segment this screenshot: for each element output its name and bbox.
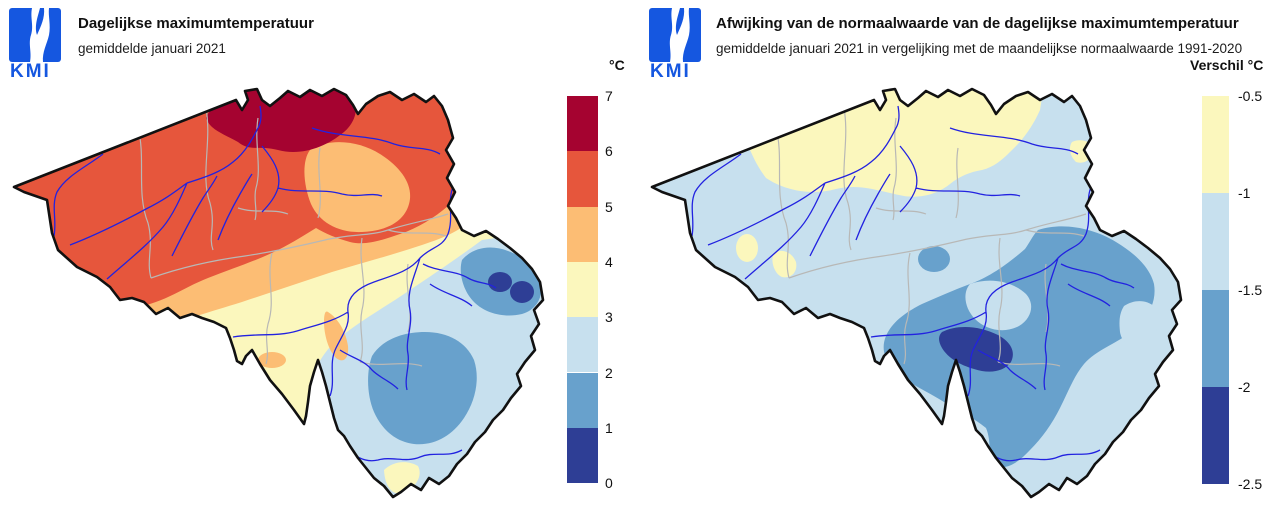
region-yellow-patch-west [736,234,758,262]
region-kempen-4-5 [304,142,411,233]
kmi-logo: KMI [8,8,68,82]
legend-swatch-2-3 [567,317,598,373]
region-coldspot-0-1 [488,272,512,292]
legend-tick: 4 [605,253,613,270]
legend-tick: 7 [605,88,613,104]
legend-swatch-minus1 [1202,193,1229,290]
right-map-title: Afwijking van de normaalwaarde van de da… [716,15,1239,32]
legend-tick: 1 [605,419,613,436]
left-map-title: Dagelijkse maximumtemperatuur [78,15,314,32]
logo-wave-right [674,8,690,62]
legend-tick: -0.5 [1238,88,1263,104]
right-map-subtitle: gemiddelde januari 2021 in vergelijking … [716,41,1243,56]
region-coldspot-east-0-1 [510,281,534,303]
region-yellow-patch-hainaut [772,250,797,278]
kmi-logo-mark [649,8,701,62]
legend-swatch-1-2 [567,372,598,428]
legend-swatch-minus2 [1202,387,1229,484]
legend-swatch-4-5 [567,206,598,262]
map-left [12,87,545,499]
region-east-lighter [1119,301,1160,347]
legend-swatch-0-1 [567,427,598,484]
right-legend-unit: Verschil °C [1190,57,1264,73]
legend-swatch-minus1.5 [1202,290,1229,387]
region-meuse-valley-4-5 [324,311,349,361]
kmi-logo-mark [9,8,61,62]
legend-swatch-3-4 [567,261,598,318]
left-legend: 7 6 5 4 3 2 1 0 [567,88,637,496]
logo-wave-right [34,8,50,62]
legend-tick: -1 [1238,185,1251,201]
region-southwest-spot-4-5 [258,352,286,368]
region-ardennes-1-2 [368,332,477,445]
rivers [691,105,1135,462]
region-blue-west-spot [824,342,850,362]
legend-tick: -2.5 [1238,476,1263,492]
region-border-sliver-2-3 [241,385,269,397]
region-blue-satellite [918,246,950,272]
legend-tick: -2 [1238,379,1251,395]
belgium-outline [12,87,545,499]
belgium-outline [650,87,1183,499]
legend-tick: 3 [605,309,613,326]
region-ardennes-minus1.5-minus2 [883,226,1155,468]
legend-tick: 5 [605,198,613,215]
kmi-logo-text: KMI [10,61,51,82]
region-southeast-lighter [1053,438,1093,479]
legend-tick: 0 [605,475,613,492]
map-right [650,87,1183,499]
region-famenne-lighter [965,280,1032,331]
left-map-subtitle: gemiddelde januari 2021 [78,41,226,56]
legend-tick: 2 [605,364,613,381]
legend-tick: -1.5 [1238,282,1263,298]
kmi-logo-right: KMI [648,8,708,82]
right-panel: KMI Afwijking van de normaalwaarde van d… [640,0,1280,507]
right-legend: -0.5 -1 -1.5 -2 -2.5 [1202,88,1277,496]
legend-swatch-5-6 [567,151,598,207]
legend-swatch-6-7 [567,96,598,152]
left-legend-unit: °C [609,57,625,73]
legend-tick: 6 [605,143,613,160]
rivers [53,105,497,462]
legend-swatch-minus0.5 [1202,96,1229,193]
left-panel: KMI Dagelijkse maximumtemperatuur gemidd… [8,8,637,499]
kmi-logo-text: KMI [650,61,691,82]
